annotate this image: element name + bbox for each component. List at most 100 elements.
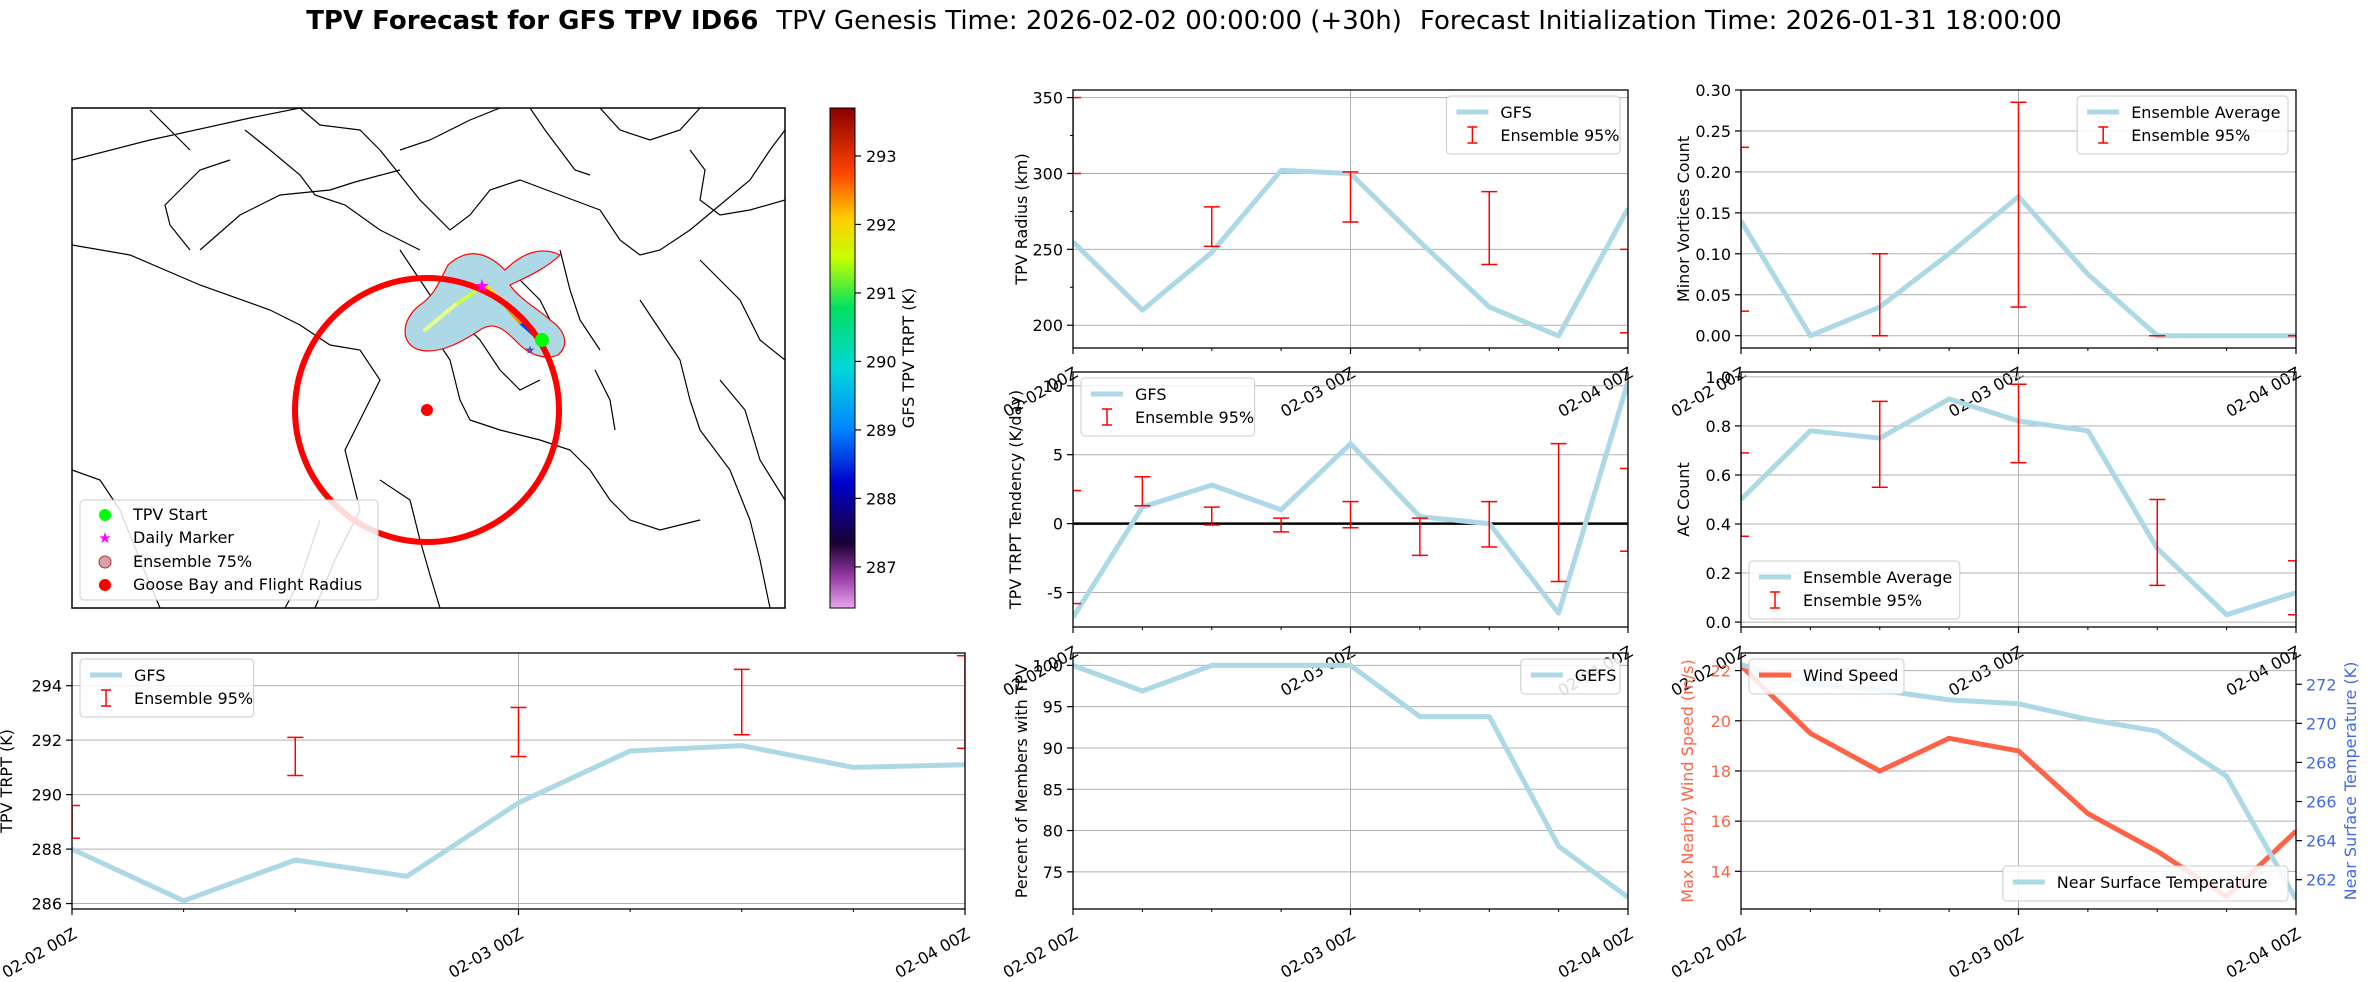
- legend-ensemble-75: Ensemble 75%: [133, 552, 252, 571]
- ytick-label: 294: [31, 677, 62, 696]
- map-colorbar: 287 288 289 290 291 292 293 GFS TPV TRPT (K): [829, 107, 918, 609]
- ytick-right-label: 270: [2306, 714, 2337, 733]
- legend-label: Near Surface Temperature: [2057, 873, 2268, 892]
- series-line-gfs: [72, 743, 965, 904]
- legend-label: GFS: [134, 666, 165, 685]
- legend: Near Surface Temperature: [2002, 865, 2289, 902]
- ytick-label: 0.20: [1695, 163, 1731, 182]
- chart-members: 75 80 85 90 95 100 02-02 00Z 02-03 00Z 02-04 00Z…: [1000, 652, 1636, 982]
- legend-daily-marker-icon: ★: [98, 529, 111, 547]
- legend: Wind Speed: [1748, 658, 1905, 695]
- plot-area: [1073, 662, 1628, 900]
- ytick-label: 0.25: [1695, 122, 1731, 141]
- series-line-gfs: [1073, 380, 1628, 619]
- ytick-label: 286: [31, 895, 62, 914]
- ytick-label: 300: [1032, 164, 1063, 183]
- ytick-right-label: 266: [2306, 793, 2337, 812]
- ylabel: Percent of Members with TPV: [1012, 664, 1031, 898]
- xtick-label: 02-03 00Z: [1277, 924, 1358, 982]
- ylabel: TPV TRPT Tendency (K/day): [1006, 390, 1025, 610]
- legend-label: Ensemble 95%: [1500, 126, 1619, 145]
- colorbar-tick-label: 292: [866, 215, 897, 234]
- colorbar-tick-label: 293: [866, 147, 897, 166]
- title-genesis-time: TPV Genesis Time: 2026-02-02 00:00:00 (+…: [776, 6, 1402, 36]
- legend-frame: [79, 658, 255, 718]
- legend: Ensemble Average Ensemble 95%: [1748, 560, 1961, 620]
- ytick-label: 0.2: [1706, 564, 1731, 583]
- legend-ensemble75-icon: [98, 555, 112, 569]
- xtick-label: 02-04 00Z: [1555, 924, 1636, 982]
- ytick-label: 0.8: [1706, 417, 1731, 436]
- ytick-label: 14: [1711, 862, 1731, 881]
- legend: GFS Ensemble 95%: [79, 658, 255, 718]
- ylabel: TPV TRPT (K): [0, 729, 16, 834]
- colorbar-tick-label: 290: [866, 352, 897, 371]
- ytick-label: 22: [1711, 662, 1731, 681]
- legend-label: GEFS: [1575, 666, 1617, 685]
- figure-title: TPV Forecast for GFS TPV ID66 TPV Genesis…: [0, 6, 2368, 36]
- colorbar-tick-label: 291: [866, 284, 897, 303]
- legend-label: Ensemble Average: [1803, 568, 1952, 587]
- legend-label: Ensemble 95%: [2131, 126, 2250, 145]
- legend-frame: [1520, 658, 1621, 695]
- ytick-label: 0.0: [1706, 613, 1731, 632]
- ytick-label: 85: [1043, 780, 1063, 799]
- ylabel: AC Count: [1674, 462, 1693, 536]
- legend-frame: [1080, 377, 1256, 437]
- goose-bay-marker: [421, 404, 433, 416]
- legend-label: Ensemble 95%: [134, 689, 253, 708]
- xtick-label: 02-03 00Z: [1277, 642, 1358, 700]
- ytick-label: 292: [31, 731, 62, 750]
- ylabel: Minor Vortices Count: [1674, 136, 1693, 302]
- legend-frame: [1445, 95, 1621, 155]
- legend: GFS Ensemble 95%: [1445, 95, 1621, 155]
- colorbar-tick-label: 287: [866, 558, 897, 577]
- goose-bay-flight-radius: [292, 275, 562, 545]
- legend: Ensemble Average Ensemble 95%: [2076, 95, 2289, 155]
- daily-marker-star-2: ★: [525, 343, 536, 357]
- ytick-label: 5: [1053, 446, 1063, 465]
- chart-trpt: 286 288 290 292 294 02-02 00Z 02-03 00Z 02-04 0…: [0, 652, 973, 982]
- ylabel-right: Near Surface Temperature (K): [2341, 662, 2360, 901]
- chart-ac_count: 0.00.20.40.60.81.002-02 00Z 02-03 00Z 02-0…: [1668, 368, 2304, 700]
- legend-goose-bay-icon: [99, 579, 111, 591]
- ytick-label: 20: [1711, 712, 1731, 731]
- legend-tpv-start-icon: [99, 509, 111, 521]
- xtick-label: 02-02 00Z: [1000, 924, 1081, 982]
- ytick-label: 350: [1032, 89, 1063, 108]
- legend-goose-bay: Goose Bay and Flight Radius: [133, 575, 362, 594]
- legend-label: GFS: [1500, 103, 1531, 122]
- ytick-right-label: 272: [2306, 675, 2337, 694]
- ytick-label: 16: [1711, 812, 1731, 831]
- legend-label: Ensemble 95%: [1135, 408, 1254, 427]
- legend: GFS Ensemble 95%: [1080, 377, 1256, 437]
- ytick-label: 80: [1043, 822, 1063, 841]
- ytick-right-label: 264: [2306, 832, 2337, 851]
- ytick-label: -5: [1047, 584, 1063, 603]
- ytick-label: 290: [31, 786, 62, 805]
- map-frame: [71, 107, 786, 609]
- legend-frame: [1748, 560, 1961, 620]
- title-tpv-id: TPV Forecast for GFS TPV ID66: [306, 6, 759, 36]
- plot-area: [72, 654, 965, 904]
- ytick-label: 0.4: [1706, 515, 1731, 534]
- legend-frame: [1748, 658, 1905, 695]
- ytick-label: 10: [1043, 377, 1063, 396]
- plot-area: [1073, 96, 1628, 339]
- ytick-label: 0.05: [1695, 286, 1731, 305]
- plot-area: [1741, 101, 2296, 339]
- daily-marker-star: ★: [474, 276, 490, 297]
- legend-tpv-start: TPV Start: [132, 505, 208, 524]
- xtick-label: 02-04 00Z: [892, 924, 973, 982]
- xtick-label: 02-03 00Z: [1945, 924, 2026, 982]
- ytick-label: 288: [31, 840, 62, 859]
- colorbar-tick-label: 289: [866, 421, 897, 440]
- legend-label: Wind Speed: [1803, 666, 1898, 685]
- ytick-label: 0.6: [1706, 466, 1731, 485]
- title-init-time: Forecast Initialization Time: 2026-01-31…: [1419, 6, 2062, 36]
